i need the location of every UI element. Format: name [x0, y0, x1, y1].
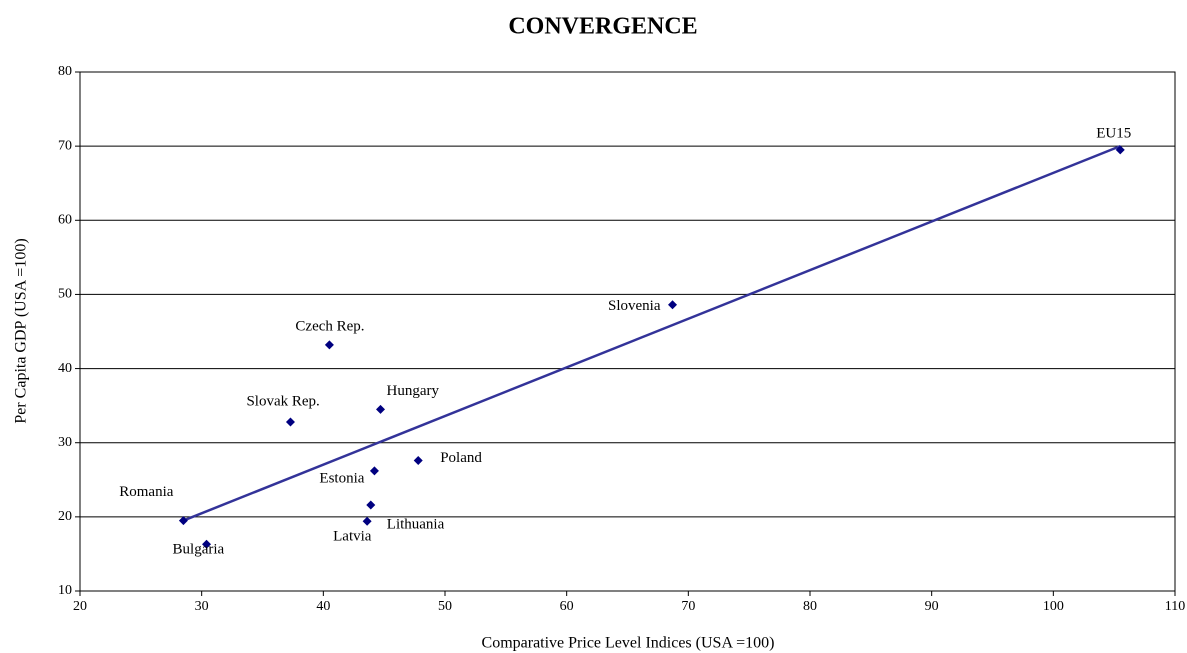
point-label: Slovak Rep. [246, 393, 319, 409]
y-tick-label: 50 [58, 287, 72, 302]
point-label: Lithuania [387, 516, 445, 532]
x-tick-label: 30 [195, 599, 209, 614]
y-tick-label: 10 [58, 583, 72, 598]
point [668, 300, 678, 310]
trend-line [182, 144, 1121, 522]
point [366, 500, 376, 510]
point-label: Hungary [387, 383, 440, 399]
x-tick-label: 20 [73, 599, 87, 614]
y-tick-label: 80 [58, 64, 72, 79]
x-tick-label: 90 [925, 599, 939, 614]
x-tick-label: 50 [438, 599, 452, 614]
y-tick-label: 30 [58, 435, 72, 450]
x-tick-label: 70 [681, 599, 695, 614]
point-label: Bulgaria [173, 542, 225, 558]
y-axis-label: Per Capita GDP (USA =100) [13, 238, 30, 423]
point [1115, 145, 1125, 155]
x-axis-label: Comparative Price Level Indices (USA =10… [482, 635, 775, 652]
point-label: Czech Rep. [295, 318, 364, 334]
x-tick-label: 60 [560, 599, 574, 614]
y-tick-label: 40 [58, 361, 72, 376]
point [362, 516, 372, 526]
x-tick-label: 40 [316, 599, 330, 614]
point [202, 539, 212, 549]
y-tick-label: 20 [58, 509, 72, 524]
point-label: Estonia [319, 470, 364, 486]
point-label: Poland [440, 450, 482, 466]
point-label: Latvia [333, 529, 372, 545]
point [285, 417, 295, 427]
x-tick-label: 110 [1165, 599, 1185, 614]
plot-area [79, 71, 1176, 592]
point [369, 466, 379, 476]
y-tick-label: 60 [58, 213, 72, 228]
point [376, 404, 386, 414]
point [324, 340, 334, 350]
y-tick-label: 70 [58, 138, 72, 153]
x-tick-label: 100 [1043, 599, 1064, 614]
point-label: EU15 [1096, 125, 1131, 141]
point [413, 456, 423, 466]
point [178, 516, 188, 526]
point-label: Romania [119, 484, 173, 500]
chart-title: CONVERGENCE [508, 14, 697, 40]
x-tick-label: 80 [803, 599, 817, 614]
point-label: Slovenia [608, 298, 661, 314]
